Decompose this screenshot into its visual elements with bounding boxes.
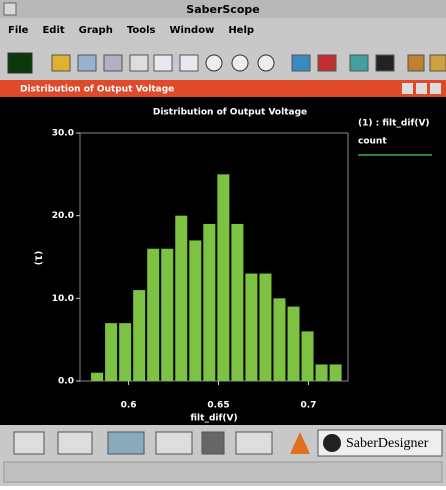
tool-icon[interactable] (129, 54, 149, 72)
tool-icon[interactable] (51, 54, 71, 72)
x-tick-label: 0.7 (300, 401, 316, 411)
close-button[interactable] (430, 83, 441, 94)
y-tick-label: 30.0 (52, 129, 74, 139)
bar (91, 372, 104, 381)
maximize-button[interactable] (416, 83, 427, 94)
menu-item[interactable]: Window (169, 25, 214, 36)
bar (133, 290, 146, 381)
tool-icon[interactable] (153, 54, 173, 72)
status-bar (3, 461, 443, 483)
title-bar (0, 0, 446, 18)
menu-item[interactable]: Edit (42, 25, 64, 36)
bar (301, 331, 314, 381)
bar (259, 273, 272, 381)
bar (105, 323, 118, 381)
bar (189, 240, 202, 381)
menu-item[interactable]: Help (228, 25, 254, 36)
menu-bar: File Edit Graph Tools Window Help (8, 25, 254, 36)
tool-icon[interactable] (179, 54, 199, 72)
bar (245, 273, 258, 381)
bar (147, 248, 160, 381)
y-tick-label: 10.0 (52, 294, 74, 304)
chart-title: Distribution of Output Voltage (153, 108, 307, 118)
tool-icon[interactable] (13, 431, 45, 455)
tool-icon[interactable] (7, 52, 33, 74)
chart: Distribution of Output Voltage 0.0 10.0 20.… (33, 108, 432, 424)
subwindow-title: Distribution of Output Voltage (20, 85, 174, 95)
legend-label: count (358, 137, 387, 147)
tool-icon[interactable] (231, 54, 249, 72)
tool-icon[interactable] (257, 54, 275, 72)
bar (119, 323, 132, 381)
tool-icon[interactable] (205, 54, 223, 72)
bar (203, 223, 216, 381)
bar (217, 174, 230, 381)
tool-icon[interactable] (103, 54, 123, 72)
brand-logo (323, 434, 341, 452)
tool-icon[interactable] (291, 54, 311, 72)
tool-icon[interactable] (349, 54, 369, 72)
y-tick-label: 20.0 (52, 211, 74, 221)
tool-icon[interactable] (201, 431, 225, 455)
bar (273, 298, 286, 381)
tool-icon[interactable] (429, 54, 446, 72)
x-tick-label: 0.6 (121, 401, 137, 411)
tool-icon[interactable] (235, 431, 273, 455)
brand-label: SaberDesigner (346, 436, 429, 451)
bar (315, 364, 328, 381)
tool-icon[interactable] (290, 432, 310, 454)
tool-icon[interactable] (317, 54, 337, 72)
y-tick-label: 0.0 (58, 377, 74, 387)
tool-icon[interactable] (107, 431, 145, 455)
menu-item[interactable]: File (8, 25, 29, 36)
bar (175, 215, 188, 381)
menu-item[interactable]: Tools (127, 25, 156, 36)
toolbar (7, 52, 446, 74)
x-tick-label: 0.65 (207, 401, 229, 411)
bar (161, 248, 174, 381)
subwindow-title-bar (0, 80, 446, 97)
window-menu-button[interactable] (3, 2, 17, 16)
tool-icon[interactable] (77, 54, 97, 72)
bottom-toolbar: SaberDesigner (13, 429, 443, 457)
window-title: SaberScope (186, 3, 259, 16)
legend-title: (1) : filt_dif(V) (358, 119, 430, 129)
x-axis-label: filt_dif(V) (190, 414, 237, 424)
tool-icon[interactable] (407, 54, 425, 72)
tool-icon[interactable] (57, 431, 93, 455)
bar (231, 223, 244, 381)
tool-icon[interactable] (375, 54, 395, 72)
bar (329, 364, 342, 381)
menu-item[interactable]: Graph (79, 25, 113, 36)
tool-icon[interactable] (155, 431, 193, 455)
y-axis-label: (1) (33, 251, 43, 266)
minimize-button[interactable] (402, 83, 413, 94)
bar (287, 306, 300, 381)
